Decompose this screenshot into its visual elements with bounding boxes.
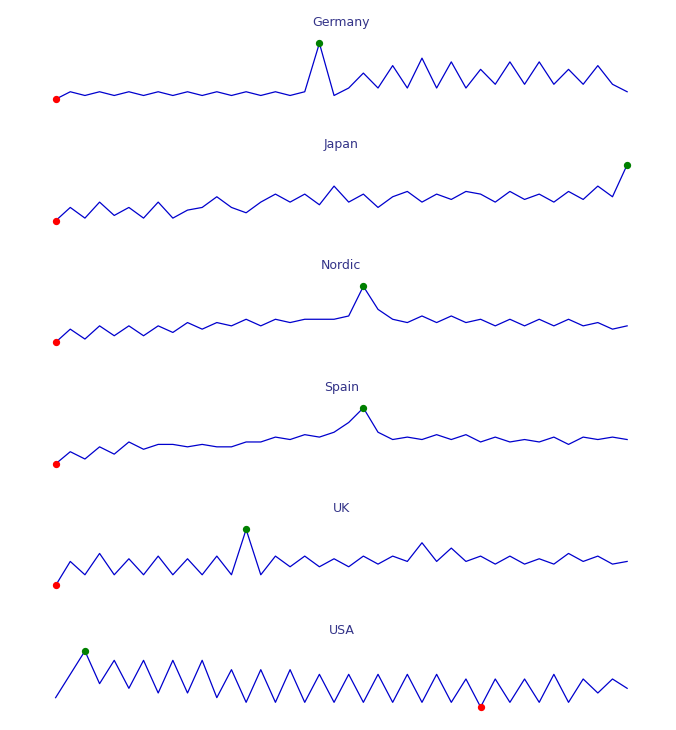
Point (80, 645, 91, 657)
Title: Japan: Japan (324, 138, 359, 151)
Point (50, 580, 61, 591)
Point (50, 215, 61, 226)
Point (358, 280, 369, 292)
Point (241, 523, 251, 535)
Point (622, 159, 633, 171)
Title: Germany: Germany (312, 16, 370, 29)
Title: USA: USA (329, 624, 354, 637)
Point (314, 37, 324, 49)
Point (50, 93, 61, 105)
Point (475, 701, 486, 712)
Point (358, 402, 369, 414)
Title: Nordic: Nordic (321, 259, 362, 272)
Title: Spain: Spain (324, 381, 359, 394)
Title: UK: UK (333, 502, 350, 515)
Point (50, 458, 61, 469)
Point (50, 337, 61, 348)
